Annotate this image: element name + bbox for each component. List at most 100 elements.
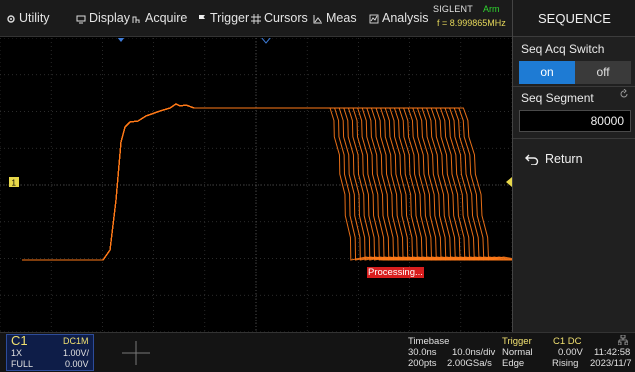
timebase-scale[interactable]: 10.0ns/div [452, 347, 496, 358]
menu-trigger-label: Trigger [210, 11, 250, 25]
waveform-trace [22, 103, 512, 261]
panel-title: SEQUENCE [513, 0, 635, 37]
frequency-counter: f = 8.999865MHz [437, 18, 506, 28]
divider [513, 86, 635, 87]
processing-indicator: Processing... [367, 266, 424, 279]
return-label: Return [545, 152, 583, 166]
seq-acq-switch-label: Seq Acq Switch [521, 42, 605, 56]
center-reference-marker [261, 38, 271, 44]
trigger-slope[interactable]: Rising [552, 358, 579, 369]
waveform-trace [22, 103, 512, 261]
meas-icon [313, 14, 322, 23]
knob-icon [620, 89, 628, 98]
menu-cursors[interactable]: Cursors [251, 0, 308, 37]
waveform-trace [22, 103, 512, 261]
waveform-trace [22, 103, 512, 261]
waveform-trace [22, 103, 512, 261]
waveform-trace [22, 103, 512, 261]
waveform-trace [22, 103, 512, 261]
trigger-label: Trigger [502, 336, 532, 347]
display-icon [76, 15, 86, 23]
waveform-trace [22, 103, 512, 261]
waveform-trace [22, 103, 512, 261]
menu-analysis-label: Analysis [382, 11, 429, 25]
acquisition-state: Arm [483, 4, 500, 14]
channel-coupling: DC1M [63, 336, 89, 346]
trigger-level-marker[interactable] [506, 177, 512, 187]
waveform-trace [22, 103, 512, 261]
waveform-trace [22, 103, 512, 261]
waveform-trace [22, 103, 512, 261]
channel-scale: 1.00V/ [63, 348, 90, 358]
status-bar: C1 DC1M 1X 1.00V/ FULL 0.00V Timebase 30… [0, 332, 635, 372]
trigger-position-marker[interactable] [117, 38, 125, 42]
trigger-level[interactable]: 0.00V [558, 347, 583, 358]
waveform-traces [22, 103, 512, 261]
menu-trigger[interactable]: Trigger [197, 0, 249, 37]
trigger-mode[interactable]: Normal [502, 347, 533, 358]
menu-bar: Utility Display Acquire Trigger Cursors … [0, 0, 512, 37]
switch-off-option[interactable]: off [575, 61, 631, 84]
switch-on-option[interactable]: on [519, 61, 575, 84]
channel-1-marker-label: 1 [12, 179, 17, 188]
trigger-type[interactable]: Edge [502, 358, 525, 369]
channel-bandwidth: FULL [11, 359, 34, 369]
return-icon [525, 154, 539, 165]
waveform-trace [22, 103, 512, 261]
waveform-trace [22, 103, 512, 261]
timebase-label: Timebase [408, 336, 450, 347]
trigger-source[interactable]: C1 DC [553, 336, 582, 347]
seq-acq-switch[interactable]: on off [519, 61, 631, 84]
waveform-trace [22, 103, 512, 261]
channel-offset: 0.00V [65, 359, 89, 369]
menu-utility-label: Utility [19, 11, 50, 25]
waveform-trace [22, 103, 512, 261]
menu-analysis[interactable]: Analysis [369, 0, 429, 37]
channel-1-info[interactable]: C1 DC1M 1X 1.00V/ FULL 0.00V [6, 333, 94, 371]
waveform-trace [22, 103, 512, 261]
waveform-trace [22, 103, 512, 261]
menu-meas[interactable]: Meas [313, 0, 357, 37]
graticule [0, 38, 512, 332]
menu-cursors-label: Cursors [264, 11, 308, 25]
seq-segment-input[interactable]: 80000 [519, 110, 631, 132]
channel-1-marker[interactable] [9, 177, 19, 187]
menu-display[interactable]: Display [76, 0, 130, 37]
channel-name: C1 [11, 333, 28, 348]
instrument-status: SIGLENT Arm f = 8.999865MHz [431, 3, 512, 34]
add-channel-icon[interactable] [118, 339, 154, 367]
menu-acquire[interactable]: Acquire [132, 0, 187, 37]
analysis-icon [369, 14, 379, 23]
sequence-panel: SEQUENCE Seq Acq Switch on off Seq Segme… [512, 0, 635, 332]
clock-date: 2023/11/7 [590, 358, 632, 369]
waveform-trace [22, 103, 512, 261]
timebase-delay[interactable]: 30.0ns [408, 347, 437, 358]
waveform-trace [22, 103, 512, 261]
timebase-points: 200pts [408, 358, 437, 369]
waveform-trace [22, 103, 512, 261]
brand-name: SIGLENT [433, 4, 473, 14]
waveform-display[interactable]: 1 [0, 38, 512, 332]
waveform-trace [22, 103, 512, 261]
menu-display-label: Display [89, 11, 130, 25]
return-button[interactable]: Return [519, 146, 631, 172]
menu-acquire-label: Acquire [145, 11, 188, 25]
timebase-sample-rate: 2.00GSa/s [447, 358, 492, 369]
acquire-icon [132, 16, 140, 23]
flag-icon [199, 14, 205, 23]
network-icon [618, 335, 628, 345]
cursors-icon [251, 13, 261, 24]
clock-time: 11:42:58 [594, 347, 631, 358]
channel-probe: 1X [11, 348, 23, 358]
menu-utility[interactable]: Utility [6, 0, 50, 37]
waveform-trace [22, 103, 512, 261]
divider [513, 138, 635, 139]
waveform-trace [22, 103, 512, 261]
menu-meas-label: Meas [326, 11, 357, 25]
waveform-trace [22, 103, 512, 261]
processing-text: Processing... [367, 267, 424, 278]
seq-segment-label: Seq Segment [521, 91, 594, 105]
gear-icon [7, 14, 15, 23]
waveform-trace [22, 103, 512, 261]
waveform-trace [22, 103, 512, 261]
